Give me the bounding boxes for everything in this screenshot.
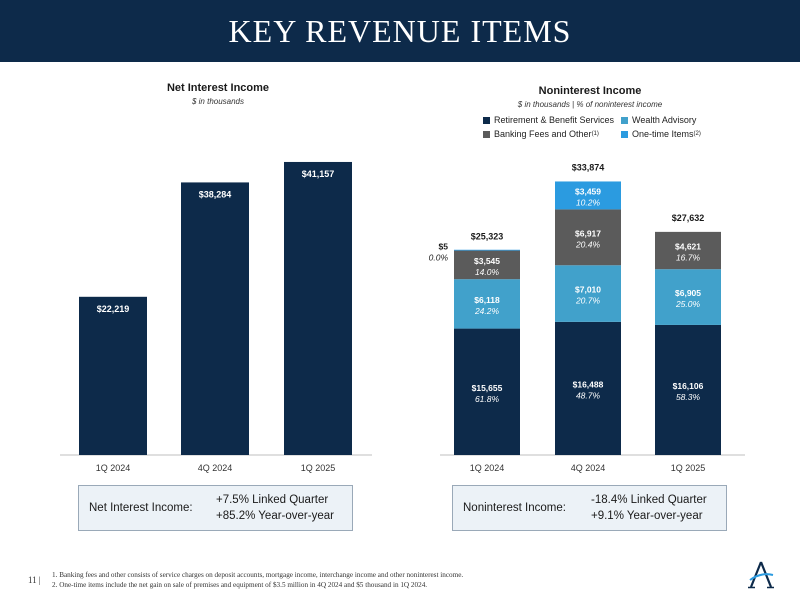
nonint-segment-pct-label: 10.2% — [576, 197, 601, 207]
nonint-segment-value-label: $16,106 — [673, 381, 704, 391]
footnote-1: 1. Banking fees and other consists of se… — [52, 571, 464, 579]
legend-label: Retirement & Benefit Services — [494, 115, 615, 125]
nonint-bar-segment — [655, 269, 721, 325]
nonint-segment-value-label: $6,118 — [474, 295, 500, 305]
nonint-bar-segment — [555, 265, 621, 322]
legend-item-one-time: One-time Items (2) — [621, 129, 701, 139]
nii-x-tick-label: 1Q 2025 — [301, 463, 336, 473]
nii-chart-title: Net Interest Income — [166, 82, 270, 94]
nonint-linked-quarter: -18.4% Linked Quarter — [591, 494, 707, 506]
legend-swatch — [483, 116, 490, 124]
legend-label: Banking Fees and Other — [494, 129, 592, 139]
nonint-year-over-year: +9.1% Year-over-year — [591, 510, 703, 522]
nonint-bar-segment — [555, 321, 621, 455]
nii-bar — [181, 182, 249, 456]
nii-chart-subtitle: $ in thousands — [191, 97, 245, 106]
nonint-segment-pct-label: 48.7% — [576, 390, 601, 400]
legend-item-retirement: Retirement & Benefit Services — [483, 115, 614, 125]
nii-linked-quarter: +7.5% Linked Quarter — [216, 494, 329, 506]
nonint-chart-subtitle: $ in thousands | % of noninterest income — [517, 100, 663, 109]
nii-bar-value-label: $38,284 — [199, 189, 232, 199]
legend-swatch — [483, 130, 490, 138]
legend-footnote-ref: (2) — [693, 131, 701, 137]
legend-item-banking-fees: Banking Fees and Other (1) — [483, 129, 599, 139]
nii-bar — [284, 161, 352, 455]
nonint-bar-segment — [454, 249, 520, 251]
nii-year-over-year: +85.2% Year-over-year — [216, 510, 334, 522]
nii-summary-box: Net Interest Income: +7.5% Linked Quarte… — [78, 485, 353, 531]
nii-summary-label: Net Interest Income: — [89, 502, 193, 514]
company-logo — [748, 561, 774, 589]
nonint-segment-pct-label: 20.4% — [575, 239, 601, 249]
nonint-x-tick-label: 1Q 2025 — [671, 463, 706, 473]
nonint-segment-value-label: $5 — [439, 242, 449, 252]
nonint-segment-pct-label: 20.7% — [575, 296, 601, 306]
nonint-bar-segment — [555, 209, 621, 266]
legend-label: Wealth Advisory — [632, 115, 697, 125]
nonint-segment-pct-label: 25.0% — [675, 299, 701, 309]
nonint-segment-value-label: $3,545 — [474, 256, 500, 266]
nonint-bar-segment — [454, 250, 520, 280]
nonint-segment-value-label: $6,905 — [675, 288, 701, 298]
nonint-total-label: $25,323 — [471, 232, 504, 242]
nonint-segment-pct-label: 24.2% — [474, 306, 500, 316]
footnote-2: 2. One-time items include the net gain o… — [52, 581, 428, 589]
nii-x-tick-label: 4Q 2024 — [198, 463, 233, 473]
footnotes: 1. Banking fees and other consists of se… — [52, 570, 463, 590]
legend-swatch — [621, 116, 628, 124]
page-title: KEY REVENUE ITEMS — [228, 12, 572, 49]
nonint-bar-segment — [655, 231, 721, 270]
nonint-x-tick-label: 1Q 2024 — [470, 463, 505, 473]
legend-footnote-ref: (1) — [591, 131, 599, 137]
nonint-x-tick-label: 4Q 2024 — [571, 463, 606, 473]
nonint-segment-pct-label: 0.0% — [429, 253, 449, 263]
nonint-segment-pct-label: 58.3% — [676, 392, 701, 402]
nonint-segment-value-label: $3,459 — [575, 186, 601, 196]
nonint-bar-segment — [454, 328, 520, 455]
legend-label: One-time Items — [632, 129, 694, 139]
nonint-segment-value-label: $15,655 — [472, 383, 503, 393]
nonint-bar-segment — [454, 279, 520, 329]
nonint-segment-value-label: $16,488 — [573, 379, 604, 389]
legend-item-wealth: Wealth Advisory — [621, 115, 696, 125]
nonint-segment-value-label: $4,621 — [675, 242, 701, 252]
nonint-chart-title: Noninterest Income — [538, 85, 642, 97]
nii-bar-value-label: $22,219 — [97, 304, 130, 314]
nonint-segment-pct-label: 61.8% — [475, 394, 500, 404]
nii-x-tick-label: 1Q 2024 — [96, 463, 131, 473]
nonint-segment-value-label: $7,010 — [575, 285, 601, 295]
nii-bar-value-label: $41,157 — [302, 169, 335, 179]
nii-bar — [79, 296, 147, 455]
nonint-bar-segment — [555, 181, 621, 210]
nonint-summary-label: Noninterest Income: — [463, 502, 566, 514]
legend-swatch — [621, 130, 628, 138]
nonint-bar-segment — [655, 324, 721, 455]
nonint-segment-pct-label: 16.7% — [676, 253, 701, 263]
nonint-summary-box: Noninterest Income: -18.4% Linked Quarte… — [452, 485, 727, 531]
nonint-total-label: $27,632 — [672, 213, 705, 223]
nonint-segment-value-label: $6,917 — [575, 228, 601, 238]
nonint-segment-pct-label: 14.0% — [475, 267, 500, 277]
title-banner: KEY REVENUE ITEMS — [0, 0, 800, 62]
page-number: 11 | — [28, 575, 41, 585]
nonint-total-label: $33,874 — [572, 162, 605, 172]
